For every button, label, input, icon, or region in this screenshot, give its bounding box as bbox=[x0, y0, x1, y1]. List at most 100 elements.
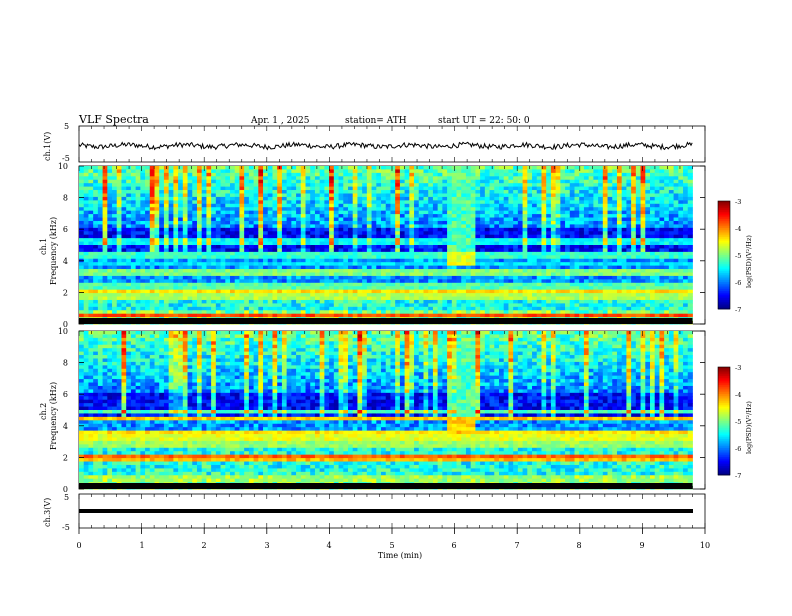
spectrogram-cell bbox=[215, 289, 221, 294]
spectrogram-cell bbox=[503, 207, 509, 212]
spectrogram-cell bbox=[220, 176, 226, 181]
spectrogram-cell bbox=[569, 286, 575, 291]
spectrogram-cell bbox=[465, 179, 472, 184]
spectrogram-cell bbox=[163, 248, 170, 253]
spectrogram-cell bbox=[508, 183, 514, 187]
spectrogram-cell bbox=[187, 272, 193, 277]
spectrogram-cell bbox=[437, 186, 443, 191]
spectrogram-cell bbox=[565, 214, 571, 218]
spectrogram-cell bbox=[499, 196, 505, 201]
spectrogram-cell bbox=[465, 172, 472, 177]
spectrogram-cell bbox=[395, 289, 401, 294]
spectrogram-cell bbox=[314, 245, 321, 249]
spectrogram-cell bbox=[324, 234, 330, 239]
spectrogram-cell bbox=[258, 224, 264, 229]
spectrogram-cell bbox=[565, 296, 571, 301]
spectrogram-cell bbox=[130, 183, 137, 187]
spectrogram-cell bbox=[480, 248, 486, 253]
spectrogram-cell bbox=[102, 245, 108, 249]
spectrogram-cell bbox=[574, 272, 580, 277]
spectrogram-cell bbox=[560, 183, 566, 187]
spectrogram-cell bbox=[239, 296, 245, 301]
spectrogram-cell bbox=[244, 196, 250, 201]
spectrogram-cell bbox=[319, 272, 325, 277]
spectrogram-cell bbox=[470, 193, 476, 198]
spectrogram-cell bbox=[565, 166, 571, 170]
spectrogram-cell bbox=[499, 248, 505, 253]
spectrogram-cell bbox=[201, 179, 207, 184]
spectrogram-cell bbox=[83, 207, 89, 212]
spectrogram-cell bbox=[83, 303, 89, 308]
spectrogram-cell bbox=[385, 265, 391, 270]
spectrogram-cell bbox=[366, 200, 372, 205]
spectrogram-cell bbox=[366, 265, 372, 270]
spectrogram-cell bbox=[395, 196, 401, 201]
spectrogram-cell bbox=[583, 224, 590, 229]
spectrogram-cell bbox=[541, 289, 547, 294]
spectrogram-cell bbox=[565, 186, 571, 191]
spectrogram-cell bbox=[201, 299, 207, 304]
spectrogram-cell bbox=[258, 299, 264, 304]
spectrogram-cell bbox=[234, 269, 240, 273]
spectrogram-cell bbox=[399, 299, 406, 304]
spectrogram-cell bbox=[88, 231, 94, 236]
spectrogram-cell bbox=[390, 299, 396, 304]
spectrogram-cell bbox=[248, 238, 255, 242]
spectrogram-cell bbox=[390, 279, 396, 284]
spectrogram-cell bbox=[352, 203, 358, 208]
spectrogram-cell bbox=[390, 200, 396, 205]
spectrogram-cell bbox=[484, 190, 490, 194]
spectrogram-cell bbox=[550, 166, 557, 170]
spectrogram-cell bbox=[494, 289, 500, 294]
spectrogram-cell bbox=[324, 299, 330, 304]
spectrogram-cell bbox=[428, 166, 434, 170]
spectrogram-cell bbox=[107, 224, 113, 229]
spectrogram-cell bbox=[230, 289, 236, 294]
spectrogram-cell bbox=[267, 255, 273, 260]
spectrogram-cell bbox=[244, 227, 250, 232]
spectrogram-cell bbox=[163, 172, 170, 177]
spectrogram-cell bbox=[428, 220, 434, 225]
spectrogram-cell bbox=[116, 245, 122, 249]
spectrogram-cell bbox=[93, 286, 99, 291]
spectrogram-cell bbox=[447, 269, 453, 273]
spectrogram-cell bbox=[357, 183, 363, 187]
spectrogram-cell bbox=[300, 289, 306, 294]
spectrogram-cell bbox=[565, 245, 571, 249]
spectrogram-cell bbox=[187, 262, 193, 266]
spectrogram-cell bbox=[399, 231, 406, 236]
spectrogram-cell bbox=[404, 203, 410, 208]
spectrogram-cell bbox=[366, 306, 372, 311]
spectrogram-cell bbox=[583, 289, 590, 294]
spectrogram-cell bbox=[182, 220, 188, 225]
spectrogram-cell bbox=[88, 214, 94, 218]
spectrogram-cell bbox=[107, 275, 113, 280]
spectrogram-cell bbox=[253, 251, 259, 256]
spectrogram-cell bbox=[281, 293, 288, 297]
spectrogram-cell bbox=[371, 220, 377, 225]
spectrogram-cell bbox=[550, 286, 557, 291]
spectrogram-cell bbox=[343, 217, 349, 222]
spectrogram-cell bbox=[93, 310, 99, 315]
spectrogram-cell bbox=[159, 227, 165, 232]
spectrogram-cell bbox=[239, 179, 245, 184]
spectrogram-cell bbox=[310, 169, 316, 174]
spectrogram-cell bbox=[149, 293, 155, 297]
spectrogram-cell bbox=[432, 262, 439, 266]
spectrogram-cell bbox=[499, 179, 505, 184]
spectrogram-cell bbox=[404, 196, 410, 201]
spectrogram-cell bbox=[338, 183, 344, 187]
start-ut-label: start UT = 22: 50: 0 bbox=[438, 116, 530, 126]
spectrogram-cell bbox=[182, 166, 188, 170]
spectrogram-cell bbox=[508, 224, 514, 229]
spectrogram-cell bbox=[324, 255, 330, 260]
spectrogram-cell bbox=[352, 279, 358, 284]
spectrogram-cell bbox=[206, 210, 212, 215]
spectrogram-cell bbox=[281, 306, 288, 311]
spectrogram-cell bbox=[517, 203, 523, 208]
spectrogram-cell bbox=[461, 200, 467, 205]
spectrogram-cell bbox=[376, 269, 382, 273]
spectrogram-cell bbox=[107, 176, 113, 181]
spectrogram-cell bbox=[248, 265, 255, 270]
spectrogram-cell bbox=[201, 248, 207, 253]
